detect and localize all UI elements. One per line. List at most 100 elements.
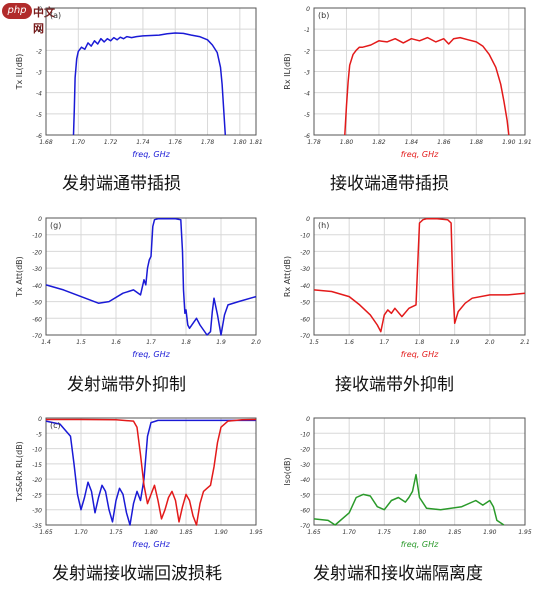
y-tick-label: -40 xyxy=(32,283,42,290)
chart-panel-a: 0 -1 -2 -3 -4 -5 -6 1.68 1.70 1.72 1.74 1.76 1.78 1.8… xyxy=(0,0,268,165)
x-tick-label: 1.5 xyxy=(309,339,319,346)
caption-tx-passband-loss: 发射端通带插损 xyxy=(62,174,181,194)
y-tick-label: -2 xyxy=(304,48,310,55)
y-tick-label: -15 xyxy=(32,462,42,469)
x-tick-label: 1.91 xyxy=(518,139,531,146)
x-tick-label: 1.90 xyxy=(502,139,516,146)
x-axis-label: freq, GHz xyxy=(132,150,170,159)
panel-label: (h) xyxy=(318,221,329,230)
x-tick-label: 1.5 xyxy=(76,339,86,346)
x-tick-label: 1.7 xyxy=(380,339,390,346)
panel-label: (g) xyxy=(50,221,61,230)
y-tick-label: 0 xyxy=(306,6,310,13)
series-line-2 xyxy=(46,418,257,526)
series-line-1 xyxy=(45,419,256,526)
y-tick-label: -4 xyxy=(304,91,310,98)
y-tick-label: -2 xyxy=(36,48,42,55)
x-tick-label: 1.80 xyxy=(233,139,247,146)
x-tick-label: 1.90 xyxy=(483,529,497,536)
watermark-site: 中文网 xyxy=(33,6,55,35)
plot-frame xyxy=(45,7,257,136)
series-line-1 xyxy=(313,218,526,333)
series-line-1 xyxy=(72,32,227,136)
caption-rx-rejection: 接收端带外抑制 xyxy=(335,375,454,395)
y-tick-label: -60 xyxy=(300,316,310,323)
panel-label: (a) xyxy=(50,11,61,20)
y-tick-label: -5 xyxy=(304,112,310,119)
caption-rx-passband-loss: 接收端通带插损 xyxy=(330,174,449,194)
x-tick-label: 1.74 xyxy=(136,139,150,146)
x-tick-label: 2.0 xyxy=(485,339,495,346)
y-tick-label: -10 xyxy=(32,447,42,454)
x-tick-label: 1.65 xyxy=(307,529,321,536)
y-tick-label: -1 xyxy=(304,27,310,34)
chart-panel-h: 0 -10 -20 -30 -40 -50 -60 -70 1.5 1.6 1.7 1.8 1.9 2.0… xyxy=(268,210,537,365)
chart-svg: 0 -10 -20 -30 -40 -50 -60 -701.4 1.5 1.6 1.7 1.8 1.9… xyxy=(15,216,261,359)
x-tick-label: 1.81 xyxy=(249,139,262,146)
x-tick-label: 1.95 xyxy=(249,529,263,536)
chart-panel-d: 0 -10 -20 -30 -40 -50 -60 -70 1.65 1.70 1.75 1.80 1.… xyxy=(268,410,537,555)
y-tick-label: -70 xyxy=(300,523,310,530)
x-tick-label: 1.84 xyxy=(405,139,419,146)
x-tick-label: 1.75 xyxy=(378,529,392,536)
y-tick-label: 0 xyxy=(38,6,42,13)
x-tick-label: 1.7 xyxy=(146,339,156,346)
plot-frame xyxy=(313,7,526,136)
x-tick-label: 1.65 xyxy=(39,529,53,536)
y-tick-label: -5 xyxy=(36,431,42,438)
y-axis-label: Rx IL(dB) xyxy=(283,53,292,89)
chart-svg: 0 -10 -20 -30 -40 -50 -60 -701.5 1.6 1.7 1.8 1.9 2.0… xyxy=(283,216,530,359)
y-tick-label: -10 xyxy=(300,233,310,240)
y-tick-label: -6 xyxy=(304,133,310,140)
y-tick-label: -40 xyxy=(300,283,310,290)
x-tick-label: 2.0 xyxy=(251,339,261,346)
y-tick-label: -3 xyxy=(304,70,310,77)
chart-svg: 0 -1 -2 -3 -4 -5 -61.68 1.70 1.72 1.74 1.76 1.78 1.8… xyxy=(15,6,263,159)
y-tick-label: 0 xyxy=(38,216,42,223)
plot-frame xyxy=(45,417,257,526)
chart-svg: 0 -1 -2 -3 -4 -5 -61.78 1.80 1.82 1.84 1.86 1.88 1.9… xyxy=(283,6,532,159)
y-tick-label: -20 xyxy=(300,249,310,256)
x-tick-label: 1.78 xyxy=(307,139,321,146)
y-tick-label: -1 xyxy=(36,27,42,34)
y-axis-label: Tx IL(dB) xyxy=(15,54,24,91)
x-tick-label: 1.6 xyxy=(111,339,121,346)
y-tick-label: -20 xyxy=(300,447,310,454)
plot-frame xyxy=(313,417,526,526)
y-axis-label: Iso(dB) xyxy=(283,457,292,485)
x-tick-label: 1.6 xyxy=(344,339,354,346)
y-tick-label: -35 xyxy=(32,523,42,530)
chart-svg: 0 -5 -10 -15 -20 -25 -30 -351.65 1.70 1.75 1.80 1.8… xyxy=(15,416,263,549)
x-tick-label: 1.78 xyxy=(201,139,215,146)
y-tick-label: -20 xyxy=(32,249,42,256)
x-tick-label: 1.9 xyxy=(450,339,460,346)
y-axis-label: Tx Att(dB) xyxy=(15,256,24,298)
x-tick-label: 1.86 xyxy=(437,139,451,146)
x-tick-label: 1.88 xyxy=(470,139,484,146)
x-tick-label: 1.82 xyxy=(372,139,386,146)
y-tick-label: -3 xyxy=(36,70,42,77)
x-tick-label: 1.95 xyxy=(518,529,532,536)
caption-isolation: 发射端和接收端隔离度 xyxy=(313,564,483,584)
x-axis-label: freq, GHz xyxy=(401,540,439,549)
y-tick-label: -10 xyxy=(300,431,310,438)
x-tick-label: 1.8 xyxy=(415,339,425,346)
x-tick-label: 1.8 xyxy=(181,339,191,346)
y-tick-label: -30 xyxy=(300,462,310,469)
plot-frame xyxy=(45,217,257,336)
x-tick-label: 2.1 xyxy=(520,339,530,346)
y-tick-label: -6 xyxy=(36,133,42,140)
x-tick-label: 1.80 xyxy=(144,529,158,536)
x-axis-label: freq, GHz xyxy=(132,540,170,549)
y-tick-label: 0 xyxy=(306,416,310,423)
x-tick-label: 1.80 xyxy=(340,139,354,146)
caption-return-loss: 发射端接收端回波损耗 xyxy=(52,564,222,584)
x-tick-label: 1.80 xyxy=(413,529,427,536)
y-tick-label: -20 xyxy=(32,477,42,484)
x-tick-label: 1.70 xyxy=(74,529,88,536)
y-axis-label: Rx Att(dB) xyxy=(283,256,292,297)
y-tick-label: -30 xyxy=(300,266,310,273)
panel-label: (b) xyxy=(318,11,329,20)
x-axis-label: freq, GHz xyxy=(132,350,170,359)
y-tick-label: -40 xyxy=(300,477,310,484)
